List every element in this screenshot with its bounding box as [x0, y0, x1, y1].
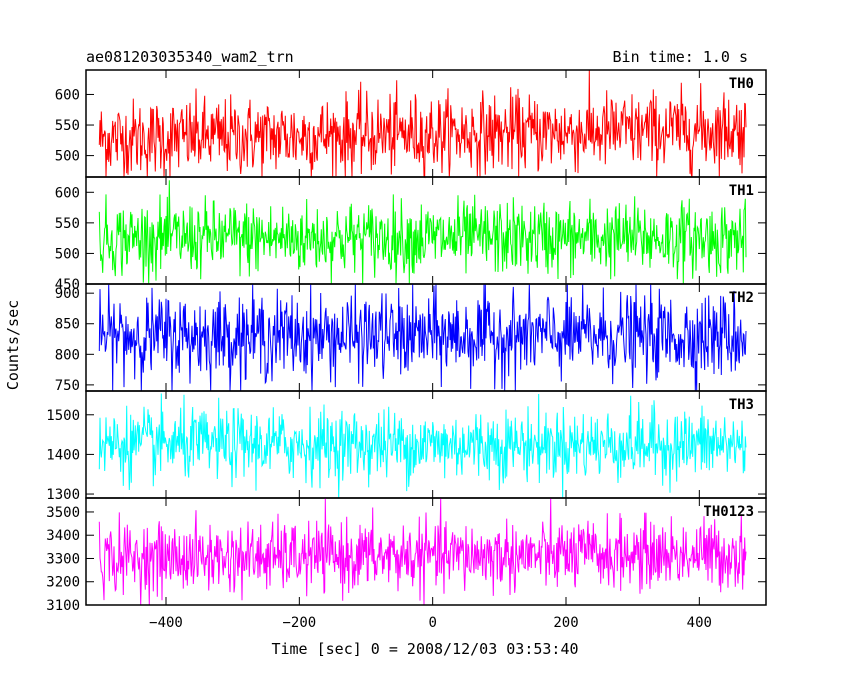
series-line-th1	[98, 180, 747, 285]
panel-th1: 450 500 550 600 TH1	[55, 176, 767, 293]
y-tick-label: 3100	[46, 598, 80, 614]
panel-label: TH2	[729, 290, 754, 306]
x-tick-label: 0	[428, 615, 436, 631]
y-tick-label: 1500	[46, 408, 80, 424]
x-tick-label: −200	[282, 615, 316, 631]
bin-time-label: Bin time: 1.0 s	[613, 48, 748, 66]
panel-label: TH0	[729, 76, 754, 92]
panel-th2: 750 800 850 900 TH2	[55, 283, 767, 394]
x-tick-label: 200	[553, 615, 578, 631]
y-tick-label: 500	[55, 149, 80, 165]
y-tick-label: 600	[55, 185, 80, 201]
x-axis-label: Time [sec] 0 = 2008/12/03 03:53:40	[271, 640, 578, 658]
y-tick-label: 800	[55, 347, 80, 363]
x-tick-label: −400	[149, 615, 183, 631]
chart-title: ae081203035340_wam2_trn	[86, 48, 294, 66]
y-tick-label: 3400	[46, 528, 80, 544]
y-tick-label: 1400	[46, 447, 80, 463]
series-line-th0	[98, 69, 747, 179]
y-tick-label: 3200	[46, 575, 80, 591]
y-tick-label: 450	[55, 277, 80, 293]
panel-th0123: 3100 3200 3300 3400 3500 TH0123	[46, 497, 767, 614]
y-tick-label: 550	[55, 216, 80, 232]
y-tick-label: 3500	[46, 505, 80, 521]
panel-th0: 500 550 600 TH0	[55, 69, 767, 179]
y-tick-label: 550	[55, 118, 80, 134]
panel-frame	[85, 497, 767, 606]
x-tick-label: 400	[687, 615, 712, 631]
y-tick-label: 850	[55, 317, 80, 333]
series-line-th2	[98, 283, 747, 392]
series-line-th3	[98, 393, 747, 499]
y-tick-label: 750	[55, 378, 80, 394]
panel-label: TH3	[729, 397, 754, 413]
panel-th3: 1300 1400 1500 TH3	[46, 390, 767, 503]
y-tick-label: 1300	[46, 487, 80, 503]
y-tick-label: 500	[55, 246, 80, 262]
series-line-th0123	[98, 497, 747, 606]
panel-label: TH0123	[703, 504, 754, 520]
y-axis-label: Counts/sec	[4, 300, 22, 390]
y-tick-label: 3300	[46, 551, 80, 567]
y-tick-label: 900	[55, 286, 80, 302]
y-tick-label: 600	[55, 87, 80, 103]
panels-group: 500 550 600 TH0 450 500 550 600 TH1 750 800 850 900 T…	[46, 69, 767, 631]
panel-label: TH1	[729, 183, 754, 199]
